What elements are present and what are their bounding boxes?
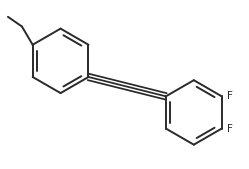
Text: F: F (227, 124, 232, 134)
Text: F: F (227, 91, 232, 101)
